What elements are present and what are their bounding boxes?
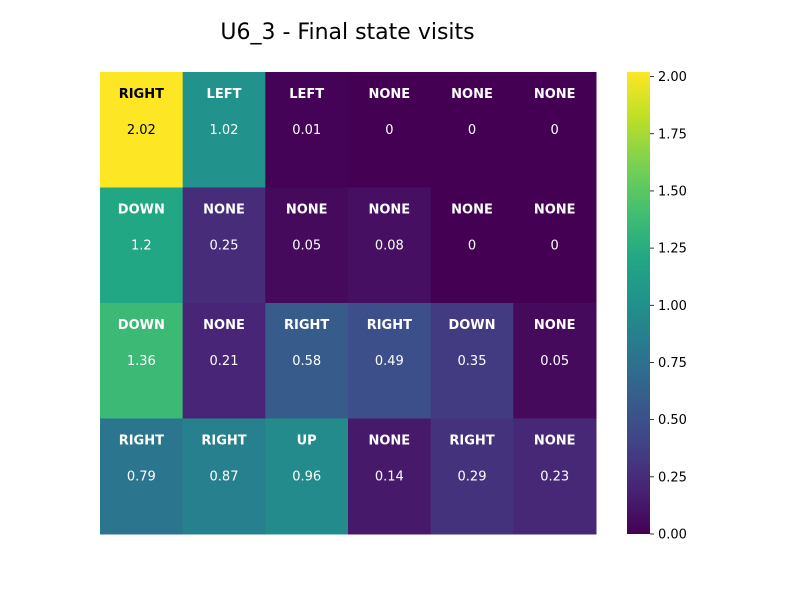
cell-value-label: 0 xyxy=(551,239,559,254)
cell-value-label: 1.36 xyxy=(127,354,156,369)
colorbar-tick-label: 0.75 xyxy=(658,356,687,371)
cell-value-label: 0 xyxy=(468,239,476,254)
cell-action-label: LEFT xyxy=(289,87,324,102)
colorbar-tick-label: 1.25 xyxy=(658,242,687,257)
cell-value-label: 0.58 xyxy=(292,354,321,369)
cell-value-label: 0.08 xyxy=(375,239,404,254)
cell-action-label: NONE xyxy=(203,318,245,333)
cell-value-label: 0.96 xyxy=(292,470,321,485)
heatmap-cell-r1-c1 xyxy=(182,187,266,304)
colorbar-tick-label: 0.50 xyxy=(658,413,687,428)
colorbar: 0.00 0.25 0.50 0.75 1.00 1.25 1.50 1.75 2.00 xyxy=(627,70,687,543)
heatmap-cell-r2-c2 xyxy=(265,303,349,419)
colorbar-tick-label: 2.00 xyxy=(658,70,687,85)
cell-action-label: NONE xyxy=(368,434,410,449)
cell-action-label: NONE xyxy=(534,434,576,449)
heatmap-cell-r1-c2 xyxy=(265,187,349,304)
cell-action-label: RIGHT xyxy=(201,434,246,449)
heatmap-cell-r2-c5 xyxy=(513,303,597,419)
cell-action-label: NONE xyxy=(451,203,493,218)
heatmap-cell-r2-c1 xyxy=(182,303,266,419)
cell-action-label: NONE xyxy=(286,203,328,218)
cell-value-label: 0.87 xyxy=(210,470,239,485)
cell-action-label: NONE xyxy=(534,87,576,102)
colorbar-tick-label: 1.50 xyxy=(658,184,687,199)
colorbar-tick-label: 1.00 xyxy=(658,299,687,314)
heatmap-cells: RIGHT 2.02 LEFT 1.02 LEFT 0.01 NONE 0 NONE 0 NONE 0… xyxy=(100,72,597,535)
heatmap-cell-r3-c0 xyxy=(100,418,184,535)
cell-value-label: 2.02 xyxy=(127,123,156,138)
cell-value-label: 0.29 xyxy=(458,470,487,485)
cell-action-label: RIGHT xyxy=(367,318,412,333)
cell-value-label: 0.23 xyxy=(540,470,569,485)
heatmap-cell-r2-c3 xyxy=(348,303,432,419)
chart-title: U6_3 - Final state visits xyxy=(220,20,475,45)
cell-value-label: 0.35 xyxy=(458,354,487,369)
heatmap-cell-r0-c4 xyxy=(430,72,514,188)
cell-value-label: 0.01 xyxy=(292,123,321,138)
cell-value-label: 0.21 xyxy=(210,354,239,369)
cell-action-label: NONE xyxy=(368,203,410,218)
cell-action-label: LEFT xyxy=(207,87,242,102)
heatmap-cell-r1-c3 xyxy=(348,187,432,304)
heatmap-cell-r1-c5 xyxy=(513,187,597,304)
cell-value-label: 0 xyxy=(468,123,476,138)
cell-value-label: 0.25 xyxy=(210,239,239,254)
cell-value-label: 0.05 xyxy=(540,354,569,369)
cell-value-label: 0.49 xyxy=(375,354,404,369)
heatmap-cell-r0-c3 xyxy=(348,72,432,188)
cell-action-label: DOWN xyxy=(118,203,165,218)
colorbar-tick-label: 1.75 xyxy=(658,127,687,142)
heatmap-cell-r2-c0 xyxy=(100,303,184,419)
cell-action-label: RIGHT xyxy=(449,434,494,449)
heatmap-cell-r3-c5 xyxy=(513,418,597,535)
heatmap-cell-r1-c0 xyxy=(100,187,184,304)
cell-value-label: 1.02 xyxy=(210,123,239,138)
cell-action-label: DOWN xyxy=(448,318,495,333)
heatmap-cell-r0-c1 xyxy=(182,72,266,188)
cell-action-label: RIGHT xyxy=(284,318,329,333)
cell-value-label: 0.79 xyxy=(127,470,156,485)
cell-action-label: RIGHT xyxy=(119,434,164,449)
cell-value-label: 1.2 xyxy=(131,239,152,254)
heatmap-cell-r3-c1 xyxy=(182,418,266,535)
cell-action-label: NONE xyxy=(368,87,410,102)
heatmap-cell-r0-c0 xyxy=(100,72,184,188)
cell-action-label: UP xyxy=(297,434,317,449)
heatmap-cell-r0-c5 xyxy=(513,72,597,188)
cell-action-label: NONE xyxy=(534,318,576,333)
heatmap-cell-r2-c4 xyxy=(430,303,514,419)
cell-action-label: RIGHT xyxy=(119,87,164,102)
cell-value-label: 0 xyxy=(551,123,559,138)
colorbar-tick-label: 0.25 xyxy=(658,470,687,485)
cell-action-label: NONE xyxy=(534,203,576,218)
cell-action-label: NONE xyxy=(203,203,245,218)
heatmap-cell-r1-c4 xyxy=(430,187,514,304)
heatmap-cell-r3-c2 xyxy=(265,418,349,535)
cell-value-label: 0.05 xyxy=(292,239,321,254)
cell-action-label: DOWN xyxy=(118,318,165,333)
colorbar-tick-label: 0.00 xyxy=(658,528,687,543)
heatmap-cell-r3-c4 xyxy=(430,418,514,535)
heatmap-cell-r0-c2 xyxy=(265,72,349,188)
colorbar-gradient xyxy=(627,72,650,534)
cell-action-label: NONE xyxy=(451,87,493,102)
cell-value-label: 0 xyxy=(385,123,393,138)
cell-value-label: 0.14 xyxy=(375,470,404,485)
heatmap-cell-r3-c3 xyxy=(348,418,432,535)
